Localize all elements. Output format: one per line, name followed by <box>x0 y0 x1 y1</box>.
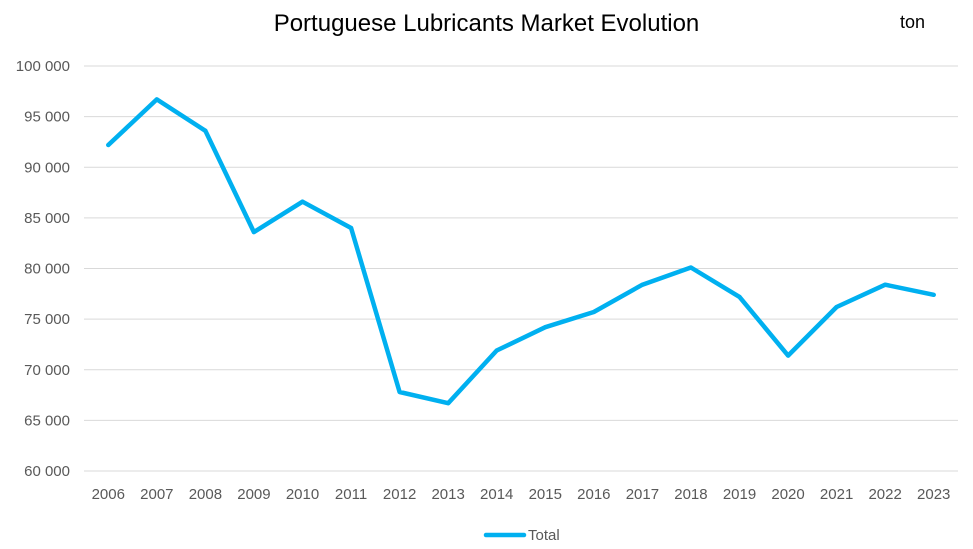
x-tick-label: 2018 <box>674 486 707 503</box>
y-tick-label: 90 000 <box>24 159 70 176</box>
series-line-total <box>106 97 936 406</box>
x-tick-label: 2007 <box>140 486 173 503</box>
y-tick-label: 85 000 <box>24 210 70 227</box>
y-tick-label: 95 000 <box>24 109 70 126</box>
data-point <box>591 310 596 315</box>
y-tick-label: 100 000 <box>16 58 70 75</box>
x-tick-label: 2015 <box>529 486 562 503</box>
data-point <box>737 294 742 299</box>
data-point <box>300 199 305 204</box>
x-tick-label: 2011 <box>335 486 367 503</box>
x-tick-label: 2022 <box>868 486 901 503</box>
data-point <box>349 226 354 230</box>
x-tick-label: 2020 <box>771 486 804 503</box>
data-point <box>154 97 159 102</box>
data-point <box>640 282 645 287</box>
data-point <box>883 282 888 287</box>
y-tick-label: 60 000 <box>24 463 70 480</box>
data-point <box>106 142 111 147</box>
legend-label: Total <box>528 527 560 544</box>
x-tick-label: 2017 <box>626 486 659 503</box>
unit-label: ton <box>900 12 926 32</box>
x-tick-label: 2014 <box>480 486 513 503</box>
data-point <box>251 230 256 235</box>
data-point <box>688 265 693 270</box>
x-tick-label: 2010 <box>286 486 319 503</box>
x-tick-label: 2019 <box>723 486 756 503</box>
chart-title: Portuguese Lubricants Market Evolution <box>273 10 700 37</box>
y-tick-label: 70 000 <box>24 362 70 379</box>
x-tick-label: 2009 <box>237 486 270 503</box>
y-tick-label: 65 000 <box>24 412 70 429</box>
y-tick-label: 75 000 <box>24 311 70 328</box>
data-point <box>786 353 791 358</box>
x-tick-label: 2012 <box>383 486 416 503</box>
data-point <box>446 401 451 406</box>
x-tick-label: 2021 <box>820 486 853 503</box>
data-point <box>203 128 208 133</box>
data-point <box>543 325 548 330</box>
data-point <box>397 390 402 395</box>
y-tick-label: 80 000 <box>24 261 70 278</box>
x-tick-label: 2023 <box>917 486 950 503</box>
x-tick-label: 2006 <box>92 486 125 503</box>
data-point <box>834 304 839 309</box>
data-point <box>931 292 936 297</box>
x-tick-label: 2016 <box>577 486 610 503</box>
x-tick-label: 2008 <box>189 486 222 503</box>
data-point <box>494 348 499 353</box>
x-tick-label: 2013 <box>431 486 464 503</box>
